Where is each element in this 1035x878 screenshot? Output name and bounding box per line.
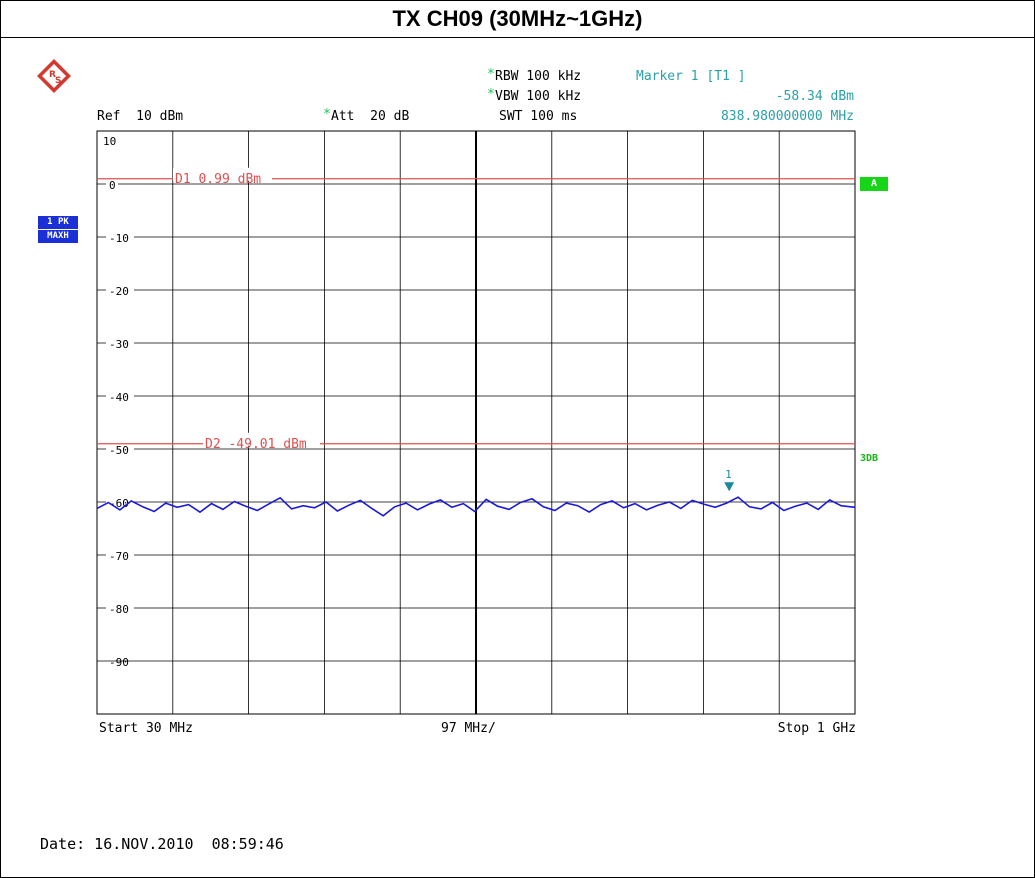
limit-line-label-bg (173, 167, 272, 181)
y-tick-label: -60 (109, 497, 129, 510)
stop-frequency: Stop 1 GHz (777, 721, 856, 736)
rbw: RBW 100 kHz (495, 69, 582, 84)
limit-line-label-bg (203, 432, 320, 446)
y-tick-label-bg (106, 549, 134, 562)
trace-line (96, 496, 856, 517)
page-title: TX CH09 (30MHz~1GHz) (1, 1, 1034, 38)
rohde-schwarz-logo-icon: R S (37, 59, 71, 93)
measurement-date: Date: 16.NOV.2010 08:59:46 (40, 835, 284, 853)
vbw: VBW 100 kHz (495, 89, 582, 104)
limit-a-badge: A (860, 177, 888, 191)
marker-label: 1 (725, 468, 732, 481)
y-tick-label: -40 (109, 391, 129, 404)
trace-mode-badge: 1 PK (38, 216, 78, 229)
marker: 1 (724, 468, 735, 492)
y-tick-label-bg (106, 602, 134, 615)
marker-frequency: 838.980000000 MHz (720, 109, 854, 124)
y-tick-label: 10 (103, 135, 116, 148)
start-frequency: Start 30 MHz (99, 721, 193, 736)
y-tick-label-bg (106, 231, 134, 244)
y-tick-label: -50 (109, 444, 129, 457)
y-tick-label: 0 (109, 179, 116, 192)
limit-line-label: D1 0.99 dBm (175, 172, 261, 187)
marker-icon (724, 482, 735, 492)
marker-level: -58.34 dBm (775, 89, 854, 104)
y-tick-label: -10 (109, 232, 129, 245)
span-per-division: 97 MHz/ (441, 721, 496, 736)
y-tick-label-bg (106, 178, 118, 191)
svg-text:S: S (55, 76, 61, 86)
grid (96, 130, 856, 715)
limit-lines: D1 0.99 dBm D2 -49.01 dBm (97, 167, 855, 452)
y-tick-label: -90 (109, 656, 129, 669)
y-tick-label: -80 (109, 603, 129, 616)
rbw-star: * (487, 67, 495, 82)
marker-label: Marker 1 [T1 ] (636, 69, 746, 84)
limit-line-label: D2 -49.01 dBm (205, 437, 307, 452)
y-tick-label: -20 (109, 285, 129, 298)
y-tick-labels: 10 0 -10 -20 -30 -40 -50 -60 -70 -80 -90 (103, 135, 134, 669)
y-tick-label: -70 (109, 550, 129, 563)
svg-text:R: R (49, 70, 56, 80)
attenuation: Att 20 dB (331, 109, 410, 124)
y-tick-label: -30 (109, 338, 129, 351)
y-tick-label-bg (106, 443, 134, 456)
y-tick-label-bg (106, 337, 134, 350)
att-star: * (323, 107, 331, 122)
vbw-star: * (487, 87, 495, 102)
trace (96, 496, 856, 517)
y-tick-label-bg (106, 390, 134, 403)
ref-level: Ref 10 dBm (97, 109, 184, 124)
y-tick-label-bg (106, 284, 134, 297)
limit-3db-badge: 3DB (860, 453, 879, 464)
trace-detector-badge: MAXH (38, 230, 78, 243)
sweep-time: SWT 100 ms (499, 109, 578, 124)
